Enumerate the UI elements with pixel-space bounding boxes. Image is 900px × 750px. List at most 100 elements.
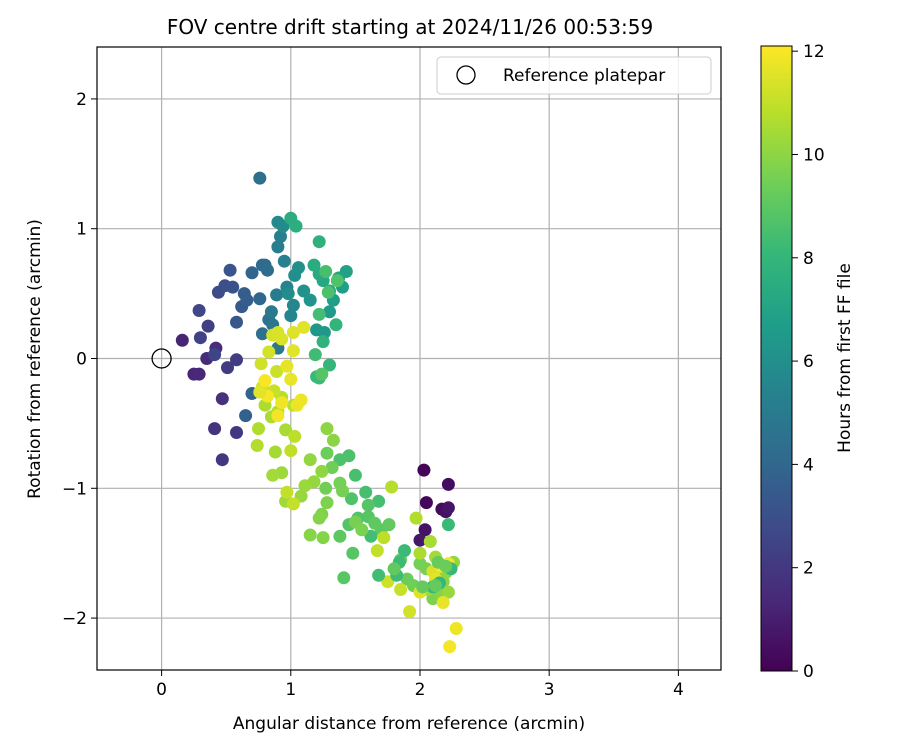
- data-point: [315, 464, 329, 478]
- data-point: [250, 439, 264, 452]
- legend-reference-marker: [456, 65, 476, 85]
- data-point: [253, 171, 267, 185]
- data-point: [275, 396, 289, 410]
- data-point: [275, 332, 289, 346]
- colorbar-label: Hours from first FF file: [835, 263, 855, 453]
- colorbar-tick-label: 6: [803, 352, 814, 372]
- data-point: [240, 293, 254, 307]
- y-tick-label: 1: [76, 220, 87, 240]
- data-point: [245, 266, 259, 280]
- data-point: [429, 579, 442, 593]
- data-point: [345, 492, 358, 506]
- data-point: [303, 453, 317, 467]
- y-axis-ticks: 2 1 0 −1 −2: [62, 90, 97, 629]
- data-point: [223, 263, 237, 277]
- data-point: [333, 529, 347, 543]
- data-point: [355, 523, 369, 537]
- data-point: [381, 575, 395, 589]
- data-point: [221, 361, 234, 375]
- data-point: [298, 479, 312, 493]
- data-point: [320, 446, 334, 460]
- data-point: [346, 546, 360, 560]
- data-point: [370, 544, 384, 558]
- data-point: [281, 287, 295, 301]
- data-point: [337, 571, 351, 585]
- data-point: [284, 372, 298, 386]
- data-point: [409, 511, 423, 525]
- data-point: [303, 293, 317, 307]
- colorbar-tick-label: 12: [803, 42, 825, 62]
- data-point: [294, 393, 308, 407]
- data-point: [230, 353, 243, 367]
- data-point: [208, 422, 222, 436]
- data-point: [262, 345, 276, 359]
- data-point: [270, 365, 284, 378]
- data-point: [364, 529, 378, 543]
- data-point: [280, 485, 294, 499]
- data-point: [382, 518, 396, 532]
- plot-area: 0 1 2 3 4 2 1 0 −1 −2: [62, 46, 722, 700]
- data-point: [289, 219, 303, 233]
- data-point: [274, 230, 287, 243]
- data-point: [264, 305, 278, 319]
- data-point: [226, 280, 240, 294]
- y-axis-label: Rotation from reference (arcmin): [25, 219, 45, 499]
- y-tick-label: −1: [62, 479, 87, 499]
- data-point: [394, 583, 408, 596]
- data-point: [286, 497, 300, 511]
- data-point: [348, 468, 362, 482]
- data-point: [215, 392, 229, 406]
- data-point: [201, 319, 215, 333]
- data-point: [423, 535, 437, 548]
- legend-box: [436, 56, 712, 95]
- data-point: [326, 433, 340, 447]
- data-point: [253, 292, 267, 306]
- x-axis-ticks: 0 1 2 3 4: [156, 670, 684, 700]
- data-point: [316, 531, 330, 545]
- data-point: [284, 309, 298, 323]
- data-point: [320, 496, 334, 510]
- x-tick-label: 2: [415, 680, 426, 700]
- reference-point-marker: [151, 348, 172, 369]
- data-point: [270, 288, 284, 302]
- colorbar-tick-label: 10: [803, 145, 825, 165]
- x-tick-label: 3: [544, 680, 555, 700]
- data-point: [439, 559, 453, 573]
- data-point: [208, 348, 222, 362]
- reference-marker-layer: [151, 348, 172, 369]
- data-point: [193, 331, 207, 345]
- data-point: [323, 305, 336, 319]
- data-point: [336, 484, 349, 498]
- data-point: [230, 315, 243, 329]
- data-point: [192, 304, 206, 317]
- data-point: [312, 235, 326, 249]
- data-point: [292, 261, 305, 275]
- data-point: [286, 298, 300, 312]
- data-point: [215, 453, 229, 467]
- data-point: [258, 374, 272, 388]
- colorbar-ticks: 0 2 4 6 8 10 12: [792, 42, 825, 682]
- x-tick-label: 4: [673, 680, 684, 700]
- x-axis-label: Angular distance from reference (arcmin): [233, 714, 585, 734]
- data-point: [441, 585, 455, 599]
- data-point: [372, 494, 386, 508]
- data-point: [319, 265, 333, 278]
- data-point: [441, 518, 455, 532]
- data-point: [441, 477, 455, 491]
- data-point: [413, 533, 427, 547]
- data-point: [398, 544, 411, 558]
- data-point: [307, 258, 321, 272]
- y-tick-label: 0: [76, 350, 87, 370]
- data-point: [416, 580, 430, 594]
- data-point: [330, 274, 344, 288]
- data-point: [449, 622, 463, 635]
- data-point: [308, 348, 322, 362]
- data-point: [279, 423, 293, 437]
- data-point: [255, 327, 269, 341]
- data-point: [320, 422, 334, 436]
- x-tick-label: 0: [156, 680, 167, 700]
- data-point: [312, 511, 326, 525]
- data-point: [319, 481, 333, 495]
- data-point: [303, 528, 317, 542]
